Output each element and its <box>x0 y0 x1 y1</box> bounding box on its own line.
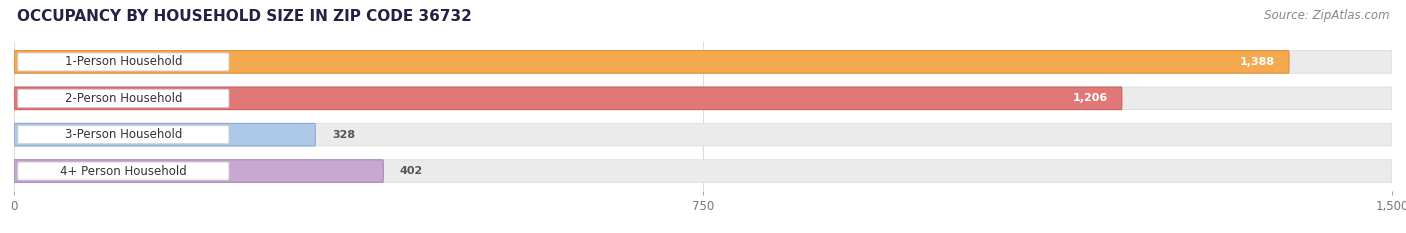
FancyBboxPatch shape <box>14 160 384 182</box>
Text: Source: ZipAtlas.com: Source: ZipAtlas.com <box>1264 9 1389 22</box>
Text: 1,206: 1,206 <box>1073 93 1108 103</box>
FancyBboxPatch shape <box>14 87 1122 110</box>
FancyBboxPatch shape <box>14 123 315 146</box>
Text: OCCUPANCY BY HOUSEHOLD SIZE IN ZIP CODE 36732: OCCUPANCY BY HOUSEHOLD SIZE IN ZIP CODE … <box>17 9 472 24</box>
FancyBboxPatch shape <box>14 51 1392 73</box>
FancyBboxPatch shape <box>18 53 229 71</box>
FancyBboxPatch shape <box>14 123 1392 146</box>
Text: 4+ Person Household: 4+ Person Household <box>60 164 187 178</box>
FancyBboxPatch shape <box>14 51 1289 73</box>
Text: 328: 328 <box>332 130 356 140</box>
FancyBboxPatch shape <box>18 89 229 107</box>
FancyBboxPatch shape <box>14 87 1392 110</box>
Text: 1,388: 1,388 <box>1240 57 1275 67</box>
FancyBboxPatch shape <box>18 162 229 180</box>
Text: 402: 402 <box>399 166 423 176</box>
Text: 1-Person Household: 1-Person Household <box>65 55 183 69</box>
Text: 3-Person Household: 3-Person Household <box>65 128 181 141</box>
FancyBboxPatch shape <box>14 160 1392 182</box>
FancyBboxPatch shape <box>18 126 229 144</box>
Text: 2-Person Household: 2-Person Household <box>65 92 183 105</box>
